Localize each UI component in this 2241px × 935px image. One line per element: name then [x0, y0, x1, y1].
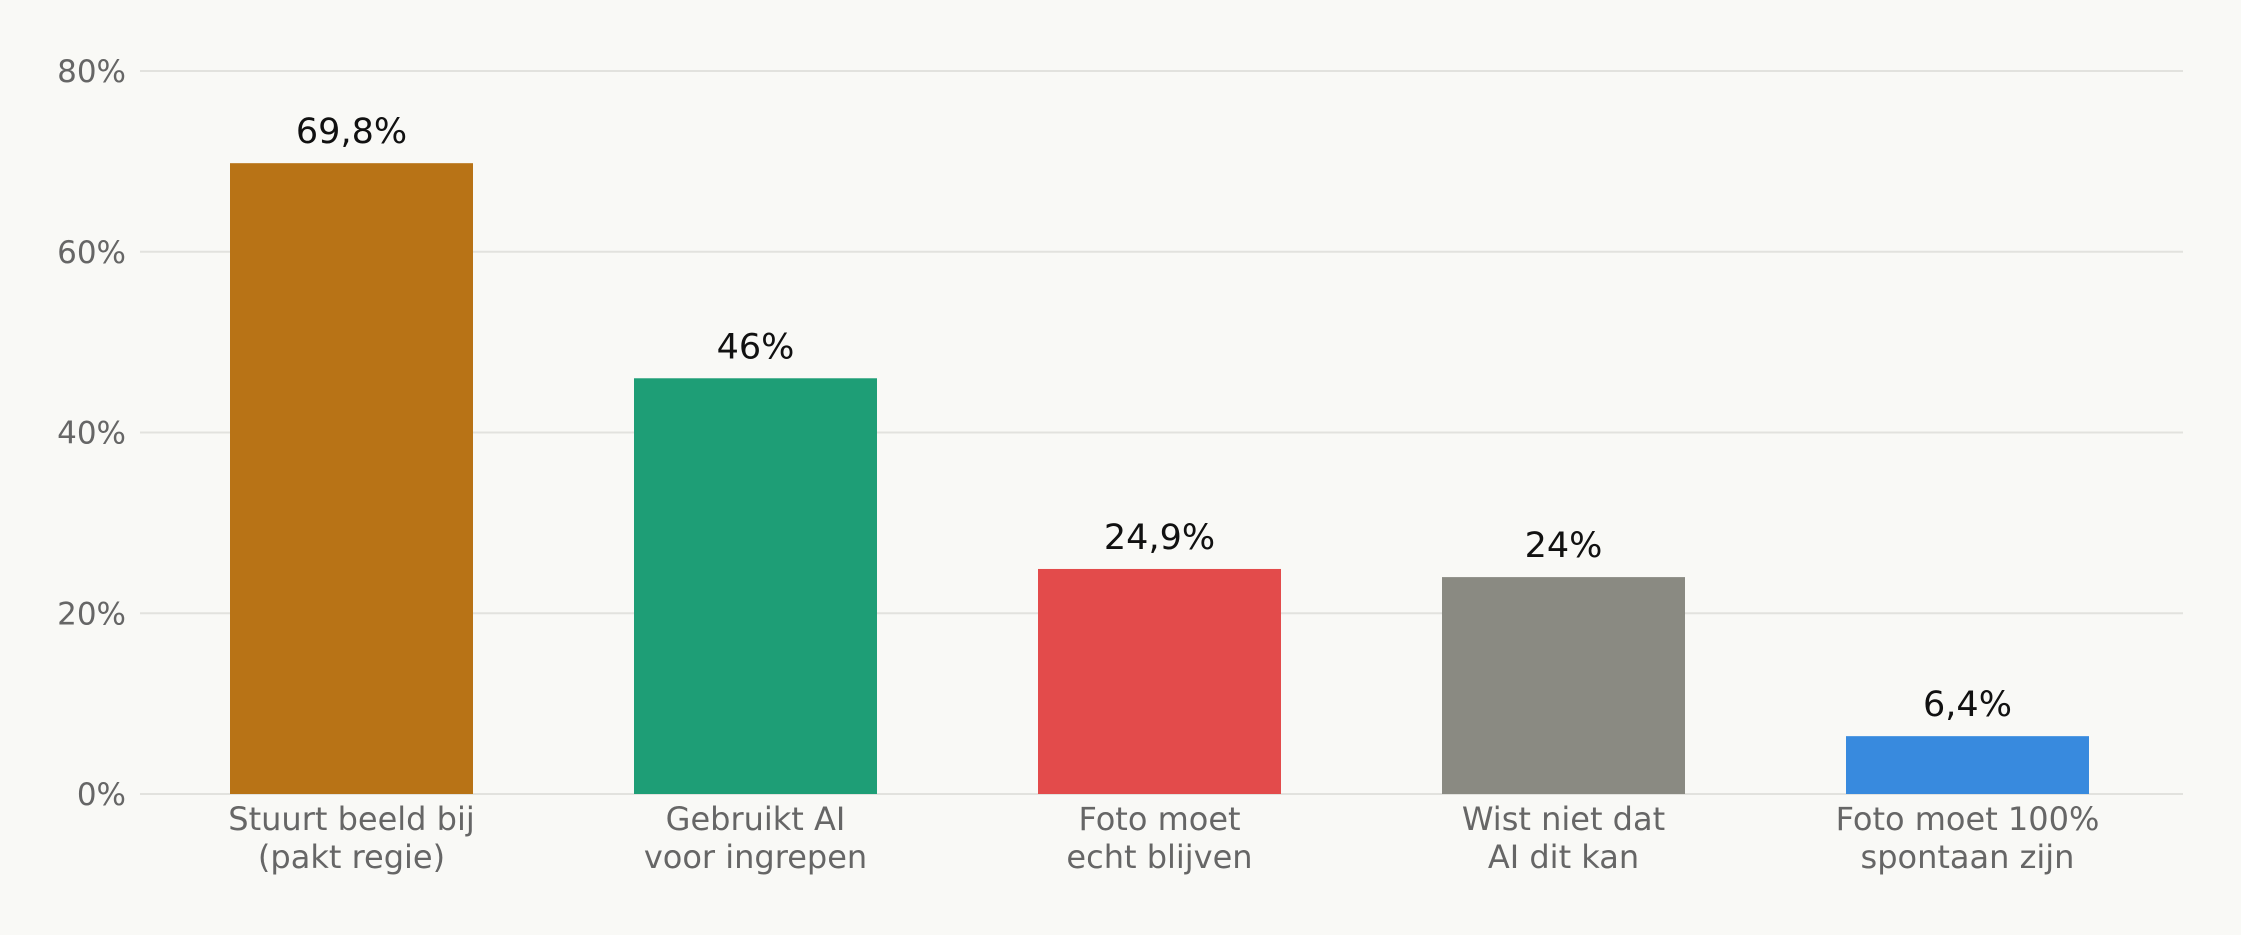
bar [230, 163, 473, 794]
data-labels: 69,8% 46% 24,9% 24% 6,4% [296, 112, 2012, 725]
x-tick-label: Stuurt beeld bij (pakt regie) [228, 800, 474, 876]
x-tick-label: Foto moet echt blijven [1066, 800, 1252, 876]
data-label: 24,9% [1104, 518, 1215, 558]
y-tick-label: 20% [57, 596, 126, 632]
data-label: 24% [1525, 526, 1603, 566]
data-label: 46% [717, 327, 795, 367]
y-axis: 0% 20% 40% 60% 80% [57, 54, 126, 813]
x-tick-label: Wist niet dat AI dit kan [1462, 800, 1665, 876]
bar [634, 378, 877, 794]
x-tick-label-line: echt blijven [1066, 838, 1252, 876]
data-label: 69,8% [296, 112, 407, 152]
x-tick-label-line: Foto moet [1078, 800, 1240, 838]
bar [1442, 577, 1685, 794]
gridlines [140, 70, 2183, 795]
bars [230, 163, 2089, 794]
x-tick-label-line: AI dit kan [1488, 838, 1639, 876]
data-label: 6,4% [1923, 685, 2012, 725]
x-tick-label-line: spontaan zijn [1861, 838, 2075, 876]
x-axis: Stuurt beeld bij (pakt regie) Gebruikt AI v… [228, 800, 2099, 876]
x-tick-label-line: Wist niet dat [1462, 800, 1665, 838]
y-tick-label: 60% [57, 235, 126, 271]
y-tick-label: 80% [57, 54, 126, 90]
x-tick-label-line: Gebruikt AI [666, 800, 846, 838]
bar [1038, 568, 1281, 794]
bar [1846, 736, 2089, 794]
y-tick-label: 40% [57, 416, 126, 452]
x-tick-label: Gebruikt AI voor ingrepen [644, 800, 867, 876]
x-tick-label-line: Foto moet 100% [1836, 800, 2100, 838]
x-tick-label-line: (pakt regie) [258, 838, 445, 876]
y-tick-label: 0% [77, 777, 126, 813]
x-tick-label: Foto moet 100% spontaan zijn [1836, 800, 2100, 876]
x-tick-label-line: voor ingrepen [644, 838, 867, 876]
x-tick-label-line: Stuurt beeld bij [228, 800, 474, 838]
